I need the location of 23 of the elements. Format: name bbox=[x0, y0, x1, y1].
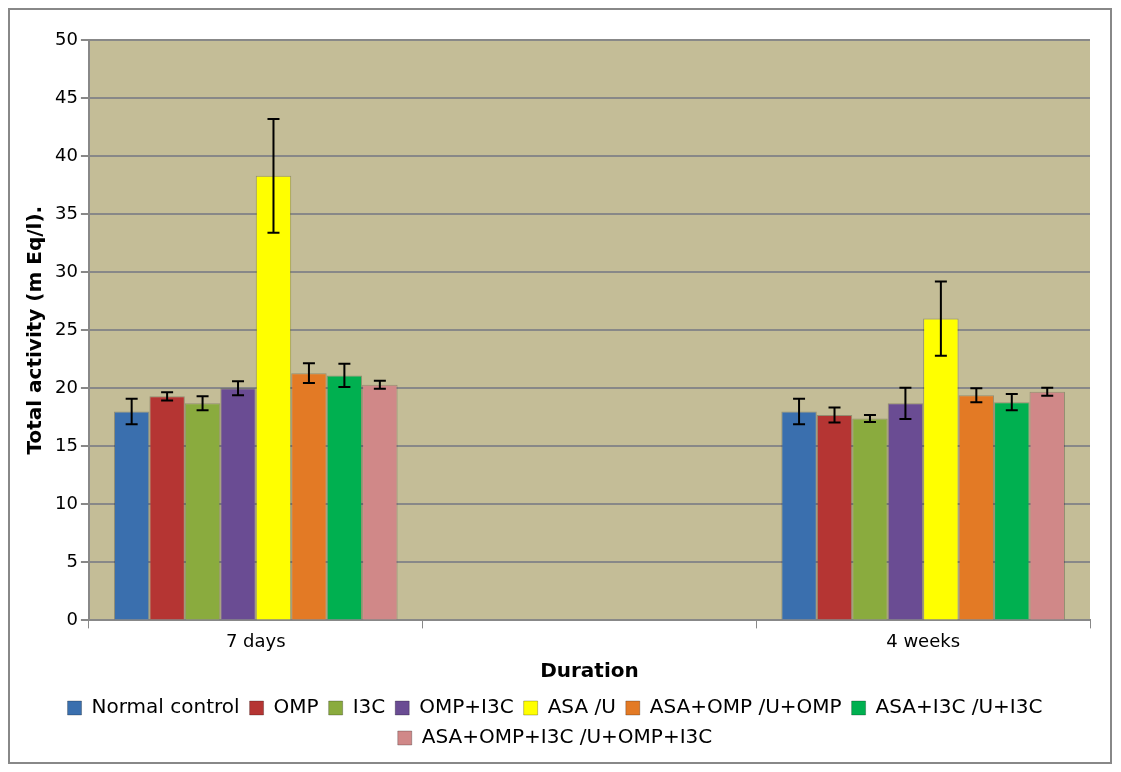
y-tick-label: 0 bbox=[66, 608, 78, 630]
x-axis-title: Duration bbox=[540, 658, 639, 683]
y-tick-label: 45 bbox=[55, 85, 78, 107]
x-tick-label: 7 days bbox=[225, 629, 286, 651]
legend-label: OMP+I3C bbox=[419, 694, 514, 719]
y-tick-label: 25 bbox=[55, 317, 78, 339]
y-tick-label: 50 bbox=[55, 27, 78, 49]
legend-label: ASA /U bbox=[547, 694, 616, 719]
legend-label: ASA+OMP+I3C /U+OMP+I3C bbox=[421, 724, 713, 749]
x-tick-label: 4 weeks bbox=[886, 629, 961, 651]
y-tick-label: 30 bbox=[55, 259, 78, 281]
y-tick-label: 15 bbox=[55, 433, 78, 455]
legend-label: OMP bbox=[273, 694, 319, 719]
y-tick-label: 35 bbox=[55, 201, 78, 223]
y-tick-label: 40 bbox=[55, 143, 78, 165]
y-axis-title: Total activity (m Eq/l). bbox=[22, 205, 47, 455]
legend-label: ASA+I3C /U+I3C bbox=[875, 694, 1043, 719]
y-tick-label: 20 bbox=[55, 375, 78, 397]
y-tick-label: 5 bbox=[66, 550, 78, 572]
legend-label: ASA+OMP /U+OMP bbox=[649, 694, 842, 719]
y-tick-label: 10 bbox=[55, 491, 78, 513]
legend-label: Normal control bbox=[91, 694, 240, 719]
legend-label: I3C bbox=[352, 694, 386, 719]
